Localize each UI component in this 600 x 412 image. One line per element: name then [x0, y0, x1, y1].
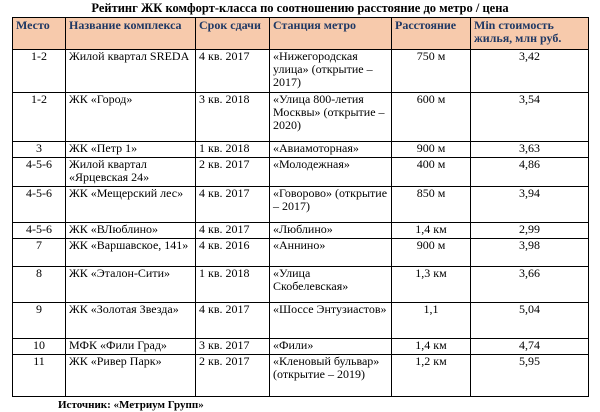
cell-term: 4 кв. 2017 [195, 302, 270, 339]
cell-term: 4 кв. 2017 [195, 186, 270, 223]
cell-price: 4,86 [470, 157, 589, 187]
cell-price: 3,66 [470, 266, 589, 303]
cell-station: «Авиамоторная» [269, 141, 392, 158]
cell-price: 3,42 [470, 49, 589, 93]
cell-place: 4-5-6 [12, 186, 66, 223]
cell-place: 9 [12, 302, 66, 339]
cell-distance: 750 м [391, 49, 471, 93]
cell-distance: 900 м [391, 238, 471, 267]
cell-station: «Люблино» [269, 222, 392, 239]
column-header-price: Min стоимость жилья, млн руб. [470, 17, 589, 50]
cell-term: 1 кв. 2018 [195, 141, 270, 158]
cell-name: ЖК «Варшавское, 141» [65, 238, 196, 267]
cell-term: 2 кв. 2017 [195, 354, 270, 397]
cell-station: «Говорово» (открытие – 2017) [269, 186, 392, 223]
table-row: 11 ЖК «Ривер Парк» 2 кв. 2017 «Кленовый бул… [12, 354, 589, 397]
cell-name: МФК «Фили Град» [65, 338, 196, 355]
cell-name: Жилой квартал SREDA [65, 49, 196, 93]
cell-price: 3,94 [470, 186, 589, 223]
cell-place: 3 [12, 141, 66, 158]
cell-name: ЖК «Эталон-Сити» [65, 266, 196, 303]
cell-place: 8 [12, 266, 66, 303]
cell-term: 4 кв. 2017 [195, 222, 270, 239]
cell-distance: 900 м [391, 141, 471, 158]
cell-station: «Молодежная» [269, 157, 392, 187]
cell-price: 4,74 [470, 338, 589, 355]
table-row: 8 ЖК «Эталон-Сити» 1 кв. 2018 «Улица Скобел… [12, 266, 589, 303]
cell-term: 1 кв. 2018 [195, 266, 270, 303]
cell-distance: 600 м [391, 92, 471, 142]
cell-station: «Улица Скобелевская» [269, 266, 392, 303]
cell-name: ЖК «ВЛюблино» [65, 222, 196, 239]
table-row: 7 ЖК «Варшавское, 141» 4 кв. 2016 «Аннино» 9… [12, 238, 589, 267]
cell-station: «Улица 800-летия Москвы» (открытие – 202… [269, 92, 392, 142]
table-row: 1-2 Жилой квартал SREDA 4 кв. 2017 «Нижегор… [12, 49, 589, 93]
cell-name: ЖК «Ривер Парк» [65, 354, 196, 397]
cell-station: «Нижегородская улица» (открытие – 2017) [269, 49, 392, 93]
cell-name: Жилой квартал «Ярцевская 24» [65, 157, 196, 187]
cell-term: 3 кв. 2018 [195, 92, 270, 142]
cell-price: 3,63 [470, 141, 589, 158]
cell-station: «Шоссе Энтузиастов» [269, 302, 392, 339]
cell-price: 3,54 [470, 92, 589, 142]
cell-place: 1-2 [12, 49, 66, 93]
cell-name: ЖК «Мещерский лес» [65, 186, 196, 223]
cell-place: 11 [12, 354, 66, 397]
cell-term: 4 кв. 2016 [195, 238, 270, 267]
cell-distance: 400 м [391, 157, 471, 187]
cell-place: 10 [12, 338, 66, 355]
rating-table: Место Название комплекса Срок сдачи Стан… [12, 17, 589, 397]
cell-price: 2,99 [470, 222, 589, 239]
cell-price: 5,04 [470, 302, 589, 339]
table-row: 9 ЖК «Золотая Звезда» 4 кв. 2017 «Шоссе Энт… [12, 302, 589, 339]
column-header-station: Станция метро [269, 17, 392, 50]
cell-name: ЖК «Золотая Звезда» [65, 302, 196, 339]
cell-station: «Аннино» [269, 238, 392, 267]
cell-place: 1-2 [12, 92, 66, 142]
table-row: 4-5-6 ЖК «Мещерский лес» 4 кв. 2017 «Говоро… [12, 186, 589, 223]
cell-term: 3 кв. 2017 [195, 338, 270, 355]
cell-distance: 1,4 км [391, 338, 471, 355]
cell-name: ЖК «Город» [65, 92, 196, 142]
header-row: Место Название комплекса Срок сдачи Стан… [12, 17, 589, 50]
cell-price: 5,95 [470, 354, 589, 397]
cell-price: 3,98 [470, 238, 589, 267]
cell-term: 2 кв. 2017 [195, 157, 270, 187]
source-note: Источник: «Метриум Групп» [58, 399, 204, 411]
cell-distance: 850 м [391, 186, 471, 223]
cell-station: «Кленовый бульвар» (открытие – 2019) [269, 354, 392, 397]
cell-place: 4-5-6 [12, 157, 66, 187]
cell-place: 7 [12, 238, 66, 267]
column-header-term: Срок сдачи [195, 17, 270, 50]
table-row: 10 МФК «Фили Град» 3 кв. 2017 «Фили» 1,4 км 4… [12, 338, 589, 355]
table-row: 4-5-6 ЖК «ВЛюблино» 4 кв. 2017 «Люблино» 1,4… [12, 222, 589, 239]
cell-distance: 1,1 [391, 302, 471, 339]
column-header-distance: Расстояние [391, 17, 471, 50]
cell-place: 4-5-6 [12, 222, 66, 239]
cell-distance: 1,4 км [391, 222, 471, 239]
cell-distance: 1,2 км [391, 354, 471, 397]
column-header-name: Название комплекса [65, 17, 196, 50]
cell-term: 4 кв. 2017 [195, 49, 270, 93]
table-row: 3 ЖК «Петр 1» 1 кв. 2018 «Авиамоторная» 900 … [12, 141, 589, 158]
table-row: 4-5-6 Жилой квартал «Ярцевская 24» 2 кв. 2… [12, 157, 589, 187]
cell-station: «Фили» [269, 338, 392, 355]
table-title: Рейтинг ЖК комфорт-класса по соотношению… [91, 1, 509, 15]
cell-name: ЖК «Петр 1» [65, 141, 196, 158]
table-row: 1-2 ЖК «Город» 3 кв. 2018 «Улица 800-летия … [12, 92, 589, 142]
column-header-place: Место [12, 17, 66, 50]
cell-distance: 1,3 км [391, 266, 471, 303]
